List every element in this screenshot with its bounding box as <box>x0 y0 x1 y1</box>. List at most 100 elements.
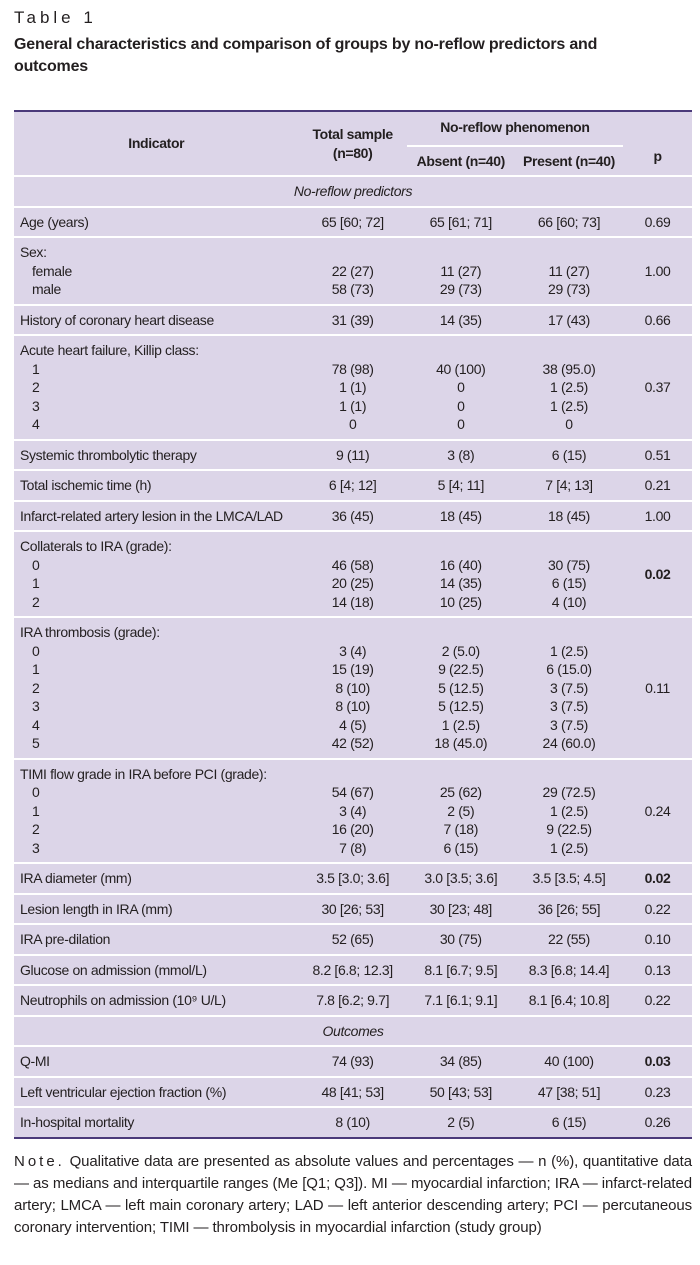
sub-indicator-label: 1 <box>32 360 40 377</box>
sub-indicator-label: 2 <box>32 593 40 610</box>
total-cell: 7.8 [6.2; 9.7] <box>316 992 390 1008</box>
table-title: General characteristics and comparison o… <box>14 36 598 75</box>
present-cell: 3.5 [3.5; 4.5] <box>532 870 606 886</box>
present-cell: 40 (100) <box>544 1053 594 1069</box>
table-row: Total ischemic time (h) 6 [4; 12] 5 [4; 11… <box>14 470 692 501</box>
present-cell: 36 [26; 55] <box>537 900 601 917</box>
present-value: 11 (27) <box>548 262 590 279</box>
absent-cell: 18 (45) <box>439 507 482 524</box>
blank-line <box>305 623 401 642</box>
present-value: 29 (73) <box>548 281 590 297</box>
absent-value: 2 (5) <box>447 802 475 819</box>
absent-cell: 5 [4; 11] <box>437 477 485 493</box>
indicator-cell: History of coronary heart disease <box>20 311 214 328</box>
header-p: p <box>653 147 662 164</box>
total-cell: 48 [41; 53] <box>321 1083 384 1100</box>
header-row: Indicator Total sample (n=80) No-reflow … <box>14 111 692 164</box>
absent-cell: 3.0 [3.5; 3.6] <box>424 870 498 886</box>
absent-cell: 30 [23; 48] <box>429 900 493 917</box>
p-value: 0.02 <box>644 870 671 886</box>
table-row: Collaterals to IRA (grade): 0 1 2 46 (58) 20… <box>14 531 692 617</box>
sub-indicator-label: 0 <box>32 642 40 659</box>
table-row: Sex: female male 22 (27) 58 (73) 11 (27) 29 … <box>14 237 692 305</box>
total-cell: 65 [60; 72] <box>321 213 384 230</box>
section-row: Outcomes <box>14 1016 692 1046</box>
table-row: Acute heart failure, Killip class: 1 2 3 4 7… <box>14 335 692 440</box>
total-value: 0 <box>348 416 357 432</box>
characteristics-table: Indicator Total sample (n=80) No-reflow … <box>14 110 692 1139</box>
p-value: 0.11 <box>645 679 670 696</box>
present-value: 9 (22.5) <box>546 821 592 837</box>
p-value: 0.26 <box>644 1114 671 1130</box>
indicator-cell: Q-MI <box>20 1053 50 1069</box>
total-cell: 6 [4; 12] <box>328 477 377 493</box>
total-value: 22 (27) <box>331 262 374 279</box>
indicator-cell: IRA thrombosis (grade): 0 1 2 3 4 5 <box>14 617 299 759</box>
table-row: Glucose on admission (mmol/L) 8.2 [6.8; 1… <box>14 955 692 985</box>
present-cell: 6 (15) <box>551 1114 587 1130</box>
total-cell: 46 (58) 20 (25) 14 (18) <box>299 531 407 617</box>
blank-line <box>521 623 617 642</box>
p-value: 0.69 <box>644 213 671 230</box>
table-note: Note. Qualitative data are presented as … <box>14 1151 692 1239</box>
blank-line <box>413 537 509 556</box>
absent-cell: 50 [43; 53] <box>429 1083 493 1100</box>
present-value: 1 (2.5) <box>549 802 588 819</box>
present-cell: 22 (55) <box>548 931 590 947</box>
blank-line <box>413 765 509 784</box>
table-row: Infarct-related artery lesion in the LMC… <box>14 501 692 531</box>
total-value: 7 (8) <box>339 839 367 856</box>
indicator-cell: Glucose on admission (mmol/L) <box>20 961 207 978</box>
present-value: 3 (7.5) <box>549 716 588 733</box>
sub-indicator-label: 1 <box>32 661 40 677</box>
absent-value: 29 (73) <box>439 281 482 297</box>
p-value: 0.13 <box>644 961 671 978</box>
indicator-cell: IRA diameter (mm) <box>20 870 132 886</box>
total-value: 8 (10) <box>335 679 370 696</box>
absent-value: 5 (12.5) <box>438 698 484 714</box>
sub-indicator-label: female <box>32 262 72 279</box>
total-cell: 8.2 [6.8; 12.3] <box>312 961 393 978</box>
absent-cell: 40 (100) 0 0 0 <box>407 335 515 440</box>
total-value: 1 (1) <box>339 379 367 395</box>
present-cell: 47 [38; 51] <box>537 1083 601 1100</box>
table-row: Q-MI 74 (93) 34 (85) 40 (100) 0.03 <box>14 1046 692 1077</box>
total-cell: 22 (27) 58 (73) <box>299 237 407 305</box>
p-value: 0.10 <box>644 931 671 947</box>
present-value: 1 (2.5) <box>549 642 588 659</box>
total-cell: 3.5 [3.0; 3.6] <box>316 870 390 886</box>
indicator-cell: Systemic thrombolytic therapy <box>20 446 197 463</box>
total-value: 42 (52) <box>331 735 374 751</box>
total-value: 15 (19) <box>331 661 374 677</box>
present-value: 3 (7.5) <box>549 698 588 714</box>
present-cell: 29 (72.5) 1 (2.5) 9 (22.5) 1 (2.5) <box>515 759 623 864</box>
section-title: Outcomes <box>322 1022 384 1039</box>
present-value: 30 (75) <box>548 556 590 573</box>
sub-indicator-label: 1 <box>32 575 40 591</box>
absent-value: 25 (62) <box>439 784 482 800</box>
p-value: 0.03 <box>644 1053 671 1069</box>
sub-indicator-label: 2 <box>32 379 40 395</box>
table-row: Age (years) 65 [60; 72] 65 [61; 71] 66 [60;… <box>14 207 692 237</box>
p-value: 0.24 <box>644 802 671 819</box>
total-value: 58 (73) <box>331 281 374 297</box>
sub-indicator-label: 2 <box>32 679 40 696</box>
present-value: 0 <box>565 416 573 432</box>
total-value: 14 (18) <box>331 593 374 610</box>
blank-line <box>305 341 401 360</box>
absent-value: 5 (12.5) <box>438 679 484 696</box>
table-row: Neutrophils on admission (10⁹ U/L) 7.8 [6… <box>14 985 692 1016</box>
indicator-cell: Sex: female male <box>14 237 299 305</box>
present-cell: 7 [4; 13] <box>545 477 593 493</box>
present-cell: 30 (75) 6 (15) 4 (10) <box>515 531 623 617</box>
absent-cell: 16 (40) 14 (35) 10 (25) <box>407 531 515 617</box>
table-body: No-reflow predictors Age (years) 65 [60; 7… <box>14 176 692 1138</box>
present-value: 6 (15.0) <box>546 661 592 677</box>
indicator-label: Collaterals to IRA (grade): <box>20 538 172 554</box>
indicator-cell: Age (years) <box>20 213 89 230</box>
absent-value: 10 (25) <box>439 593 482 610</box>
sub-indicator-label: 0 <box>32 784 40 800</box>
absent-value: 0 <box>457 416 465 432</box>
present-value: 1 (2.5) <box>549 397 588 414</box>
total-value: 3 (4) <box>339 802 367 819</box>
